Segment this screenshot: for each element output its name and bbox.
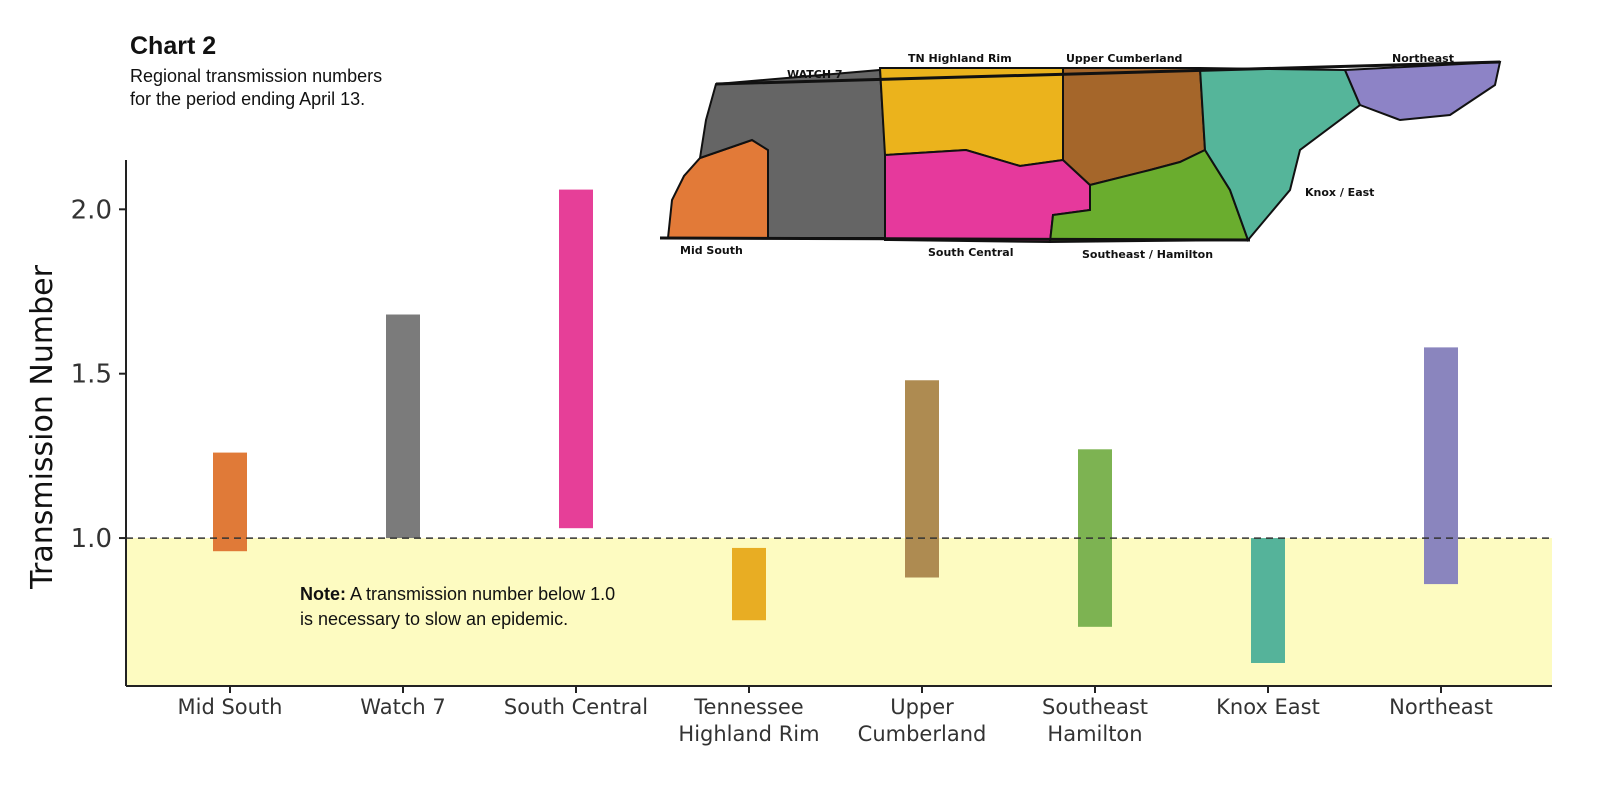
y-axis-label: Transmission Number — [25, 264, 60, 590]
chart-subtitle: Regional transmission numbers for the pe… — [130, 66, 383, 109]
bars-group — [213, 189, 1458, 663]
note-text: Note: A transmission number below 1.0 is… — [300, 582, 630, 632]
map-region-mid-south — [666, 138, 769, 239]
below-one-shaded-region — [126, 538, 1552, 686]
map-label-knox-east: Knox / East — [1305, 186, 1374, 199]
x-category-label-line: Highland Rim — [678, 722, 819, 746]
x-category-label-line: Tennessee — [693, 695, 803, 719]
map-outline-north — [715, 60, 1501, 86]
x-category-label: Southeast Hamilton — [1042, 695, 1148, 746]
map-label-tn-highland-rim: TN Highland Rim — [908, 52, 1012, 65]
x-category-label-line: Northeast — [1389, 695, 1493, 719]
map-label-watch-7: WATCH 7 — [787, 68, 843, 81]
chart-title: Chart 2 — [130, 32, 217, 60]
map-label-northeast: Northeast — [1392, 52, 1454, 65]
x-category-label-line: Cumberland — [858, 722, 987, 746]
map-outline-south — [659, 236, 1251, 242]
x-category-label: Northeast — [1389, 695, 1493, 719]
x-category-label-line: Mid South — [178, 695, 283, 719]
note-body: A transmission number below 1.0 is neces… — [300, 584, 616, 629]
x-category-labels: Mid South Watch 7 South Central Tennessee Hi… — [178, 686, 1493, 746]
y-tick-label: 1.5 — [71, 360, 112, 390]
range-bar — [1251, 538, 1285, 663]
range-bar — [1424, 347, 1458, 585]
tennessee-region-map: WATCH 7 TN Highland Rim Upper Cumberland… — [659, 52, 1502, 261]
x-category-label: Upper Cumberland — [858, 695, 987, 746]
map-label-mid-south: Mid South — [680, 244, 743, 257]
x-category-label-line: Upper — [890, 695, 954, 719]
title-block: Chart 2 Regional transmission numbers fo… — [130, 32, 460, 111]
x-category-label-line: South Central — [504, 695, 648, 719]
map-region-northeast — [1343, 60, 1502, 122]
y-ticks: 1.0 1.5 2.0 — [71, 195, 126, 554]
x-category-label-line: Southeast — [1042, 695, 1148, 719]
map-label-southeast-hamilton: Southeast / Hamilton — [1082, 248, 1213, 261]
note-bold-label: Note: — [300, 584, 346, 604]
map-label-upper-cumberland: Upper Cumberland — [1066, 52, 1182, 65]
map-label-south-central: South Central — [928, 246, 1013, 259]
range-bar — [732, 547, 766, 621]
y-tick-label: 2.0 — [71, 195, 112, 225]
y-tick-label: 1.0 — [71, 524, 112, 554]
x-category-label-line: Knox East — [1216, 695, 1320, 719]
x-category-label: Tennessee Highland Rim — [678, 695, 819, 746]
range-bar — [559, 189, 593, 529]
range-bar — [386, 314, 420, 539]
x-category-label-line: Hamilton — [1047, 722, 1142, 746]
x-category-label: South Central — [504, 695, 648, 719]
x-category-label: Watch 7 — [360, 695, 445, 719]
x-category-label: Knox East — [1216, 695, 1320, 719]
x-category-label-line: Watch 7 — [360, 695, 445, 719]
x-category-label: Mid South — [178, 695, 283, 719]
range-bar — [905, 380, 939, 578]
range-bar — [1078, 449, 1112, 627]
range-bar — [213, 452, 247, 552]
